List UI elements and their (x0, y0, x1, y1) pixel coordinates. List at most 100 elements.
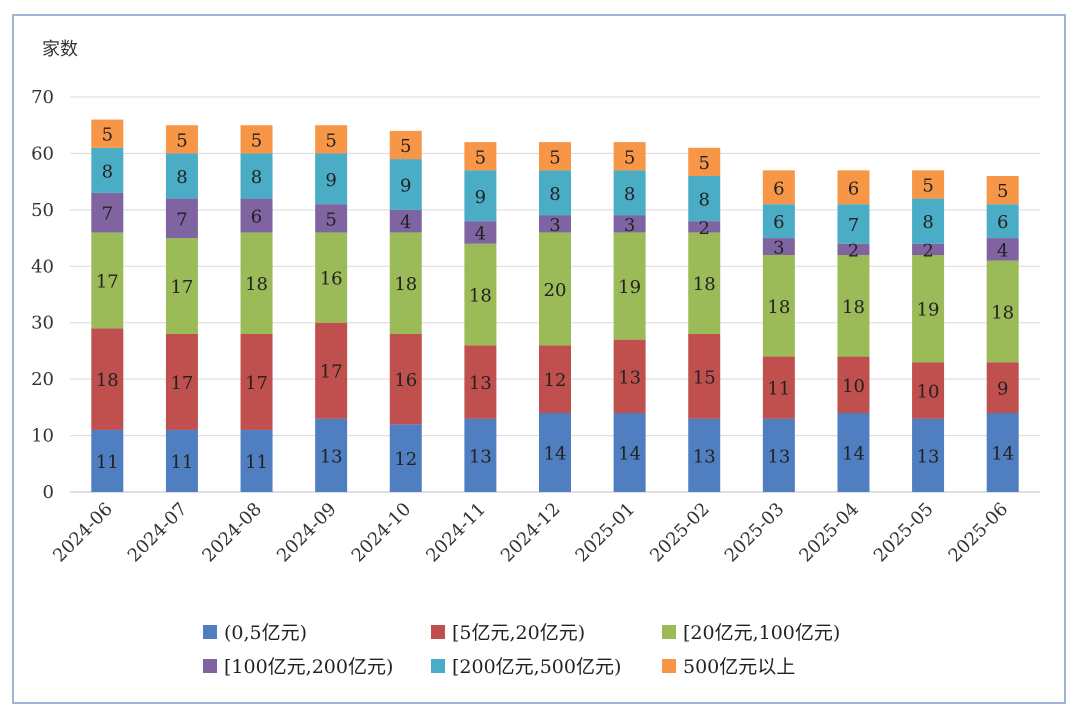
data-label: 4 (400, 212, 411, 233)
x-tick-label: 2025-01 (571, 499, 639, 567)
bar-segment (986, 204, 1019, 239)
x-axis: 2024-06 2024-07 2024-08 2024-09 2024-10 2024-… (49, 499, 1012, 567)
bar-segment (762, 418, 795, 492)
data-label: 13 (917, 446, 940, 467)
bar-segment (539, 345, 571, 413)
x-tick-label: 2025-03 (721, 499, 789, 567)
data-label: 13 (767, 446, 790, 467)
data-label: 6 (773, 178, 784, 199)
bar-segment (539, 232, 571, 346)
bar-segment (91, 429, 124, 492)
data-label: 11 (96, 452, 119, 473)
data-label: 9 (997, 379, 1008, 400)
data-label: 4 (475, 223, 486, 244)
data-label: 2 (922, 240, 933, 261)
bar-segment (688, 176, 721, 222)
bar-segment (986, 176, 1019, 205)
data-label: 6 (997, 212, 1008, 233)
bars: 11 18 17 7 8 5 11 17 17 7 8 5 11 17 18 6 8 5 13 17 16 5 9 5 12 16… (91, 119, 1019, 492)
bar-segment (688, 221, 721, 233)
y-tick-label: 20 (31, 369, 54, 390)
bar-segment (912, 243, 945, 255)
data-label: 13 (618, 367, 641, 388)
data-label: 8 (102, 161, 113, 182)
legend-label: [5亿元,20亿元) (452, 622, 585, 644)
data-label: 8 (699, 190, 710, 211)
data-label: 15 (693, 367, 716, 388)
bar-segment (240, 232, 273, 334)
bar-segment (762, 204, 795, 239)
y-tick-label: 50 (31, 200, 54, 221)
x-tick-label: 2024-11 (422, 499, 490, 567)
bar-segment (837, 413, 870, 492)
data-label: 5 (922, 175, 933, 196)
data-label: 12 (394, 449, 417, 470)
bar-segment (539, 413, 571, 492)
bar-segment (539, 142, 571, 171)
data-label: 17 (170, 277, 193, 298)
data-label: 13 (469, 373, 492, 394)
data-label: 12 (544, 370, 567, 391)
data-label: 5 (400, 136, 411, 157)
bar-segment (315, 418, 348, 492)
data-label: 5 (325, 130, 336, 151)
data-label: 5 (325, 209, 336, 230)
data-label: 19 (618, 277, 641, 298)
bar-segment (837, 356, 870, 413)
bar-segment (91, 232, 124, 329)
bar-segment (986, 362, 1019, 413)
data-label: 7 (176, 209, 187, 230)
data-label: 11 (767, 379, 790, 400)
x-tick-label: 2024-08 (198, 499, 266, 567)
bar-segment (464, 170, 497, 222)
bar-segment (762, 170, 795, 205)
bar-segment (315, 204, 348, 233)
data-label: 9 (325, 170, 336, 191)
bar-segment (165, 198, 198, 239)
data-label: 10 (842, 376, 865, 397)
data-label: 18 (245, 274, 268, 295)
legend-swatch (203, 625, 217, 639)
bar-segment (986, 260, 1019, 363)
bar-segment (165, 334, 198, 430)
bar-segment (464, 221, 497, 244)
data-label: 3 (773, 238, 784, 259)
bar-segment (688, 232, 721, 334)
bar-segment (837, 255, 870, 357)
y-tick-label: 0 (43, 482, 54, 503)
data-label: 5 (624, 147, 635, 168)
x-tick-label: 2025-06 (944, 499, 1012, 567)
x-tick-label: 2024-12 (497, 499, 565, 567)
bar-segment (986, 413, 1019, 492)
data-label: 18 (842, 297, 865, 318)
legend-swatch (203, 659, 217, 673)
bar-segment (912, 418, 945, 492)
data-label: 10 (917, 381, 940, 402)
y-tick-label: 40 (31, 256, 54, 277)
bar-segment (91, 119, 124, 148)
legend-label: (0,5亿元) (224, 622, 307, 644)
legend-swatch (431, 659, 445, 673)
x-tick-label: 2024-10 (348, 499, 416, 567)
bar-segment (539, 170, 571, 216)
data-label: 8 (922, 212, 933, 233)
bar-segment (613, 413, 646, 492)
data-label: 11 (245, 452, 268, 473)
bar-segment (91, 147, 124, 193)
data-label: 8 (624, 184, 635, 205)
y-tick-label: 70 (31, 87, 54, 108)
data-label: 18 (394, 274, 417, 295)
bar-segment (240, 153, 273, 199)
bar-segment (613, 232, 646, 340)
data-label: 7 (102, 204, 113, 225)
bar-segment (539, 215, 571, 233)
bar-segment (389, 159, 422, 210)
data-label: 13 (693, 446, 716, 467)
data-label: 18 (693, 274, 716, 295)
bar-segment (688, 147, 721, 176)
bar-segment (613, 142, 646, 171)
bar-segment (688, 418, 721, 492)
data-label: 5 (699, 153, 710, 174)
bar-segment (91, 328, 124, 430)
data-label: 2 (699, 218, 710, 239)
